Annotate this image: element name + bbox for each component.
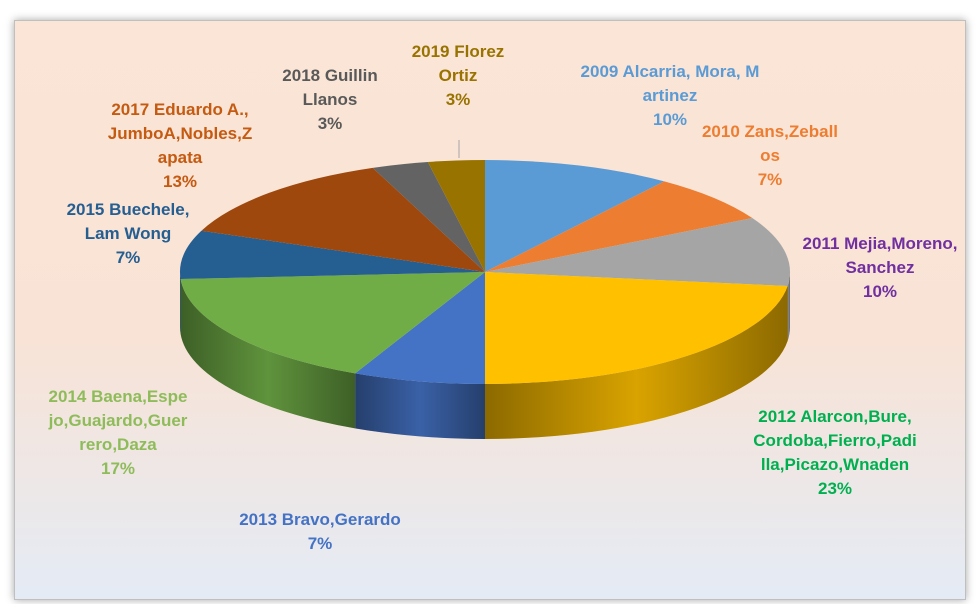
slice [485,181,753,272]
data-label: 2018 Guillin Llanos 3% [275,64,385,136]
data-label: 2013 Bravo,Gerardo 7% [235,508,405,556]
data-label: 2017 Eduardo A.,JumboA,Nobles,Zapata 13% [108,98,253,194]
category-label: 2012 Alarcon,Bure,Cordoba,Fierro,Padilla… [753,407,917,474]
data-label: 2012 Alarcon,Bure,Cordoba,Fierro,Padilla… [753,405,918,501]
slice-side-shade [485,286,788,439]
slice [485,272,788,384]
category-label: 2017 Eduardo A.,JumboA,Nobles,Zapata [107,100,253,167]
category-label: 2018 Guillin Llanos [282,66,378,109]
slice [427,160,485,272]
slice [201,167,486,272]
value-label: 7% [307,534,333,553]
category-label: 2015 Buechele,Lam Wong [66,200,190,243]
value-label: 10% [652,110,688,129]
data-label: 2011 Mejia,Moreno, Sanchez 10% [795,232,965,304]
slice [485,218,790,287]
slice [485,160,665,272]
slice-side-shade [355,373,485,439]
value-label: 17% [100,459,136,478]
value-label: 3% [445,90,471,109]
category-label: 2013 Bravo,Gerardo [239,510,401,529]
slice [372,161,485,272]
data-label: 2015 Buechele,Lam Wong 7% [63,198,193,270]
data-label: 2009 Alcarria, Mora, Martinez 10% [580,60,760,132]
category-label: 2019 Florez Ortiz [411,42,505,85]
value-label: 23% [817,479,853,498]
category-label: 2009 Alcarria, Mora, Martinez [580,62,760,105]
category-label: 2010 Zans,Zeballos [701,122,839,165]
category-label: 2011 Mejia,Moreno, Sanchez [802,234,958,277]
slice-side-shade [787,272,790,342]
slice [180,272,485,374]
slice-side-shade [180,272,181,335]
slice [355,272,485,385]
value-label: 3% [317,114,343,133]
slice [180,230,486,280]
data-label: 2014 Baena,Espejo,Guajardo,Guerrero,Daza… [48,385,188,481]
value-label: 10% [862,282,898,301]
category-label: 2014 Baena,Espejo,Guajardo,Guerrero,Daza [48,387,188,454]
data-label: 2019 Florez Ortiz 3% [408,40,508,112]
value-label: 7% [115,248,141,267]
data-label: 2010 Zans,Zeballos 7% [700,120,840,192]
value-label: 13% [162,172,198,191]
slice-side-shade [180,279,356,429]
value-label: 7% [757,170,783,189]
